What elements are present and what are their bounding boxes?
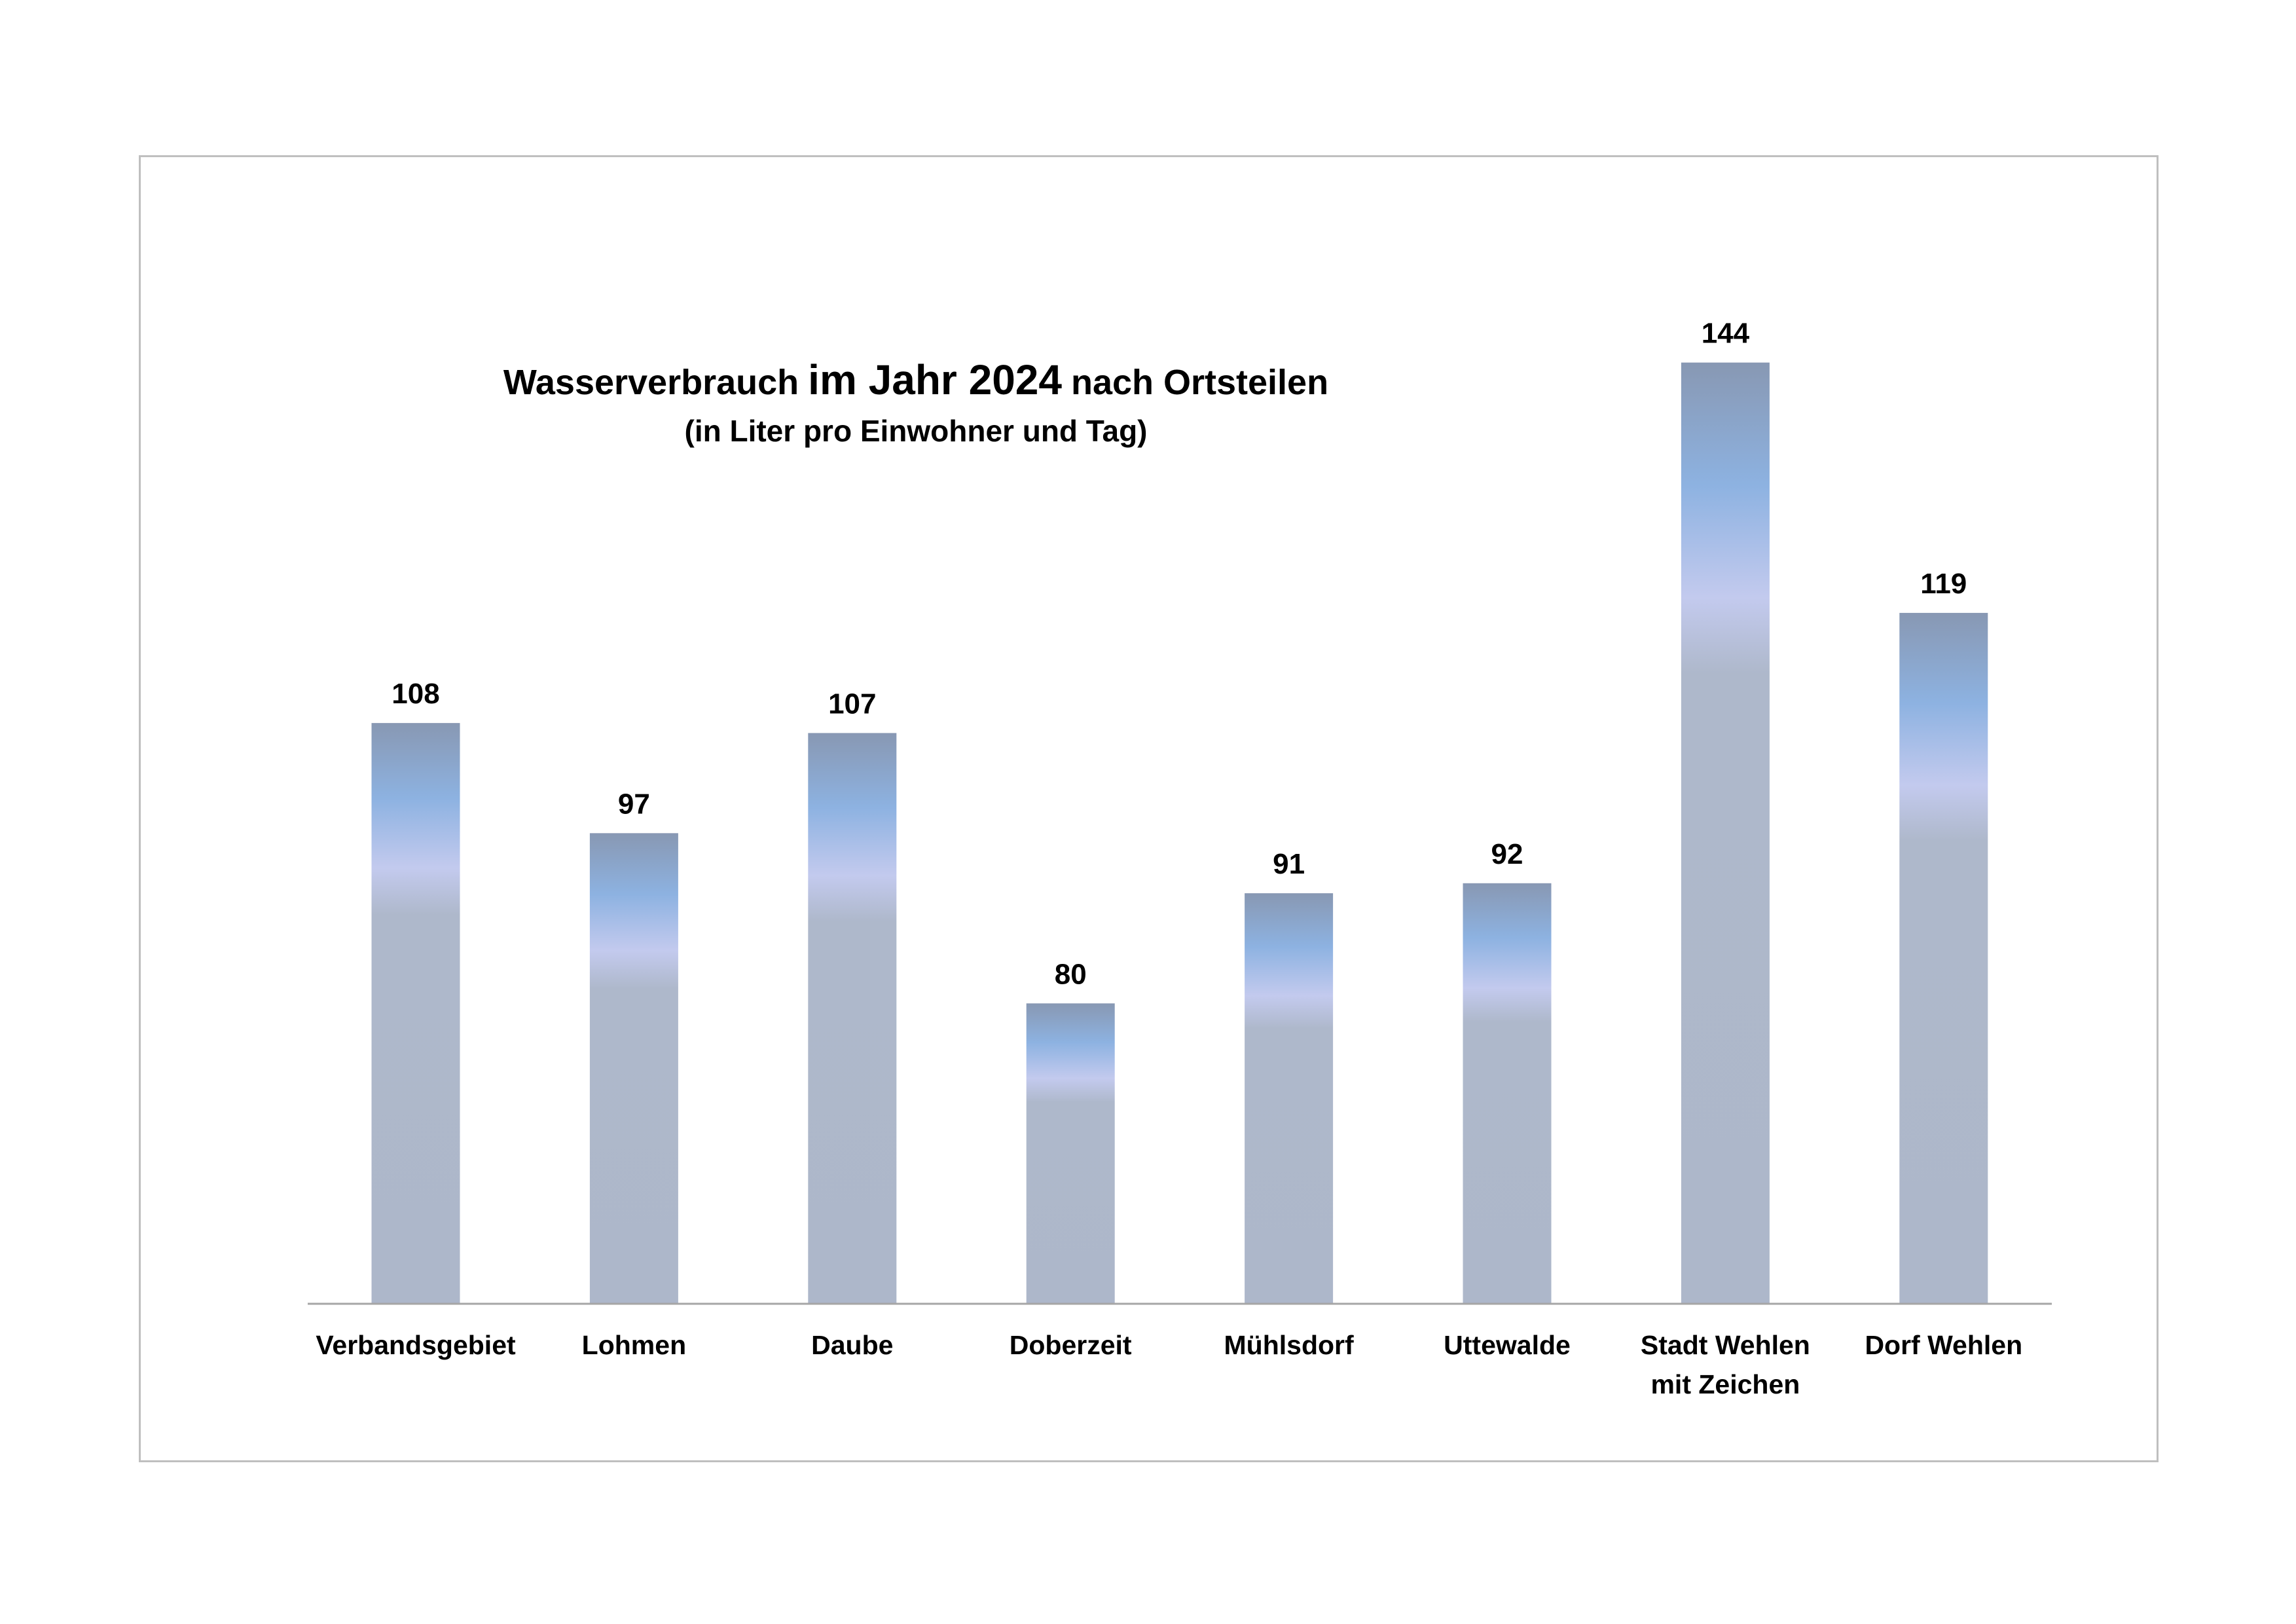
data-label-uttewalde: 92 [1491, 838, 1523, 870]
bar-muhlsdorf [1245, 893, 1334, 1304]
data-label-verbandsgebiet: 108 [392, 678, 439, 710]
chart-title: Wasserverbrauch im Jahr 2024 nach Ortsteil… [261, 354, 1571, 418]
bar-stadt-wehlen-mit-zeichen [1681, 362, 1770, 1304]
chart-subtitle: (in Liter pro Einwohner und Tag) [684, 414, 1148, 448]
chart-title-prefix: Wasserverbrauch [503, 363, 799, 402]
data-label-lohmen: 97 [618, 788, 650, 820]
chart-title-emphasis: im Jahr 2024 [808, 356, 1062, 403]
bar-daube [808, 733, 897, 1304]
data-label-daube: 107 [828, 688, 876, 720]
bar-series [371, 362, 1988, 1304]
bar-verbandsgebiet [371, 723, 460, 1304]
data-label-dorf-wehlen: 119 [1920, 568, 1967, 600]
data-label-stadt-wehlen-mit-zeichen: 144 [1702, 318, 1750, 350]
bar-uttewalde [1463, 883, 1552, 1304]
bar-doberzeit [1026, 1003, 1115, 1304]
chart-frame [139, 155, 2159, 1462]
bar-lohmen [589, 833, 678, 1304]
chart-title-suffix: nach Ortsteilen [1070, 363, 1329, 402]
data-label-doberzeit: 80 [1055, 958, 1087, 990]
data-label-muhlsdorf: 91 [1273, 848, 1305, 880]
bar-dorf-wehlen [1899, 612, 1988, 1304]
data-labels: 108 97 107 80 91 92 144 119 [392, 318, 1967, 991]
